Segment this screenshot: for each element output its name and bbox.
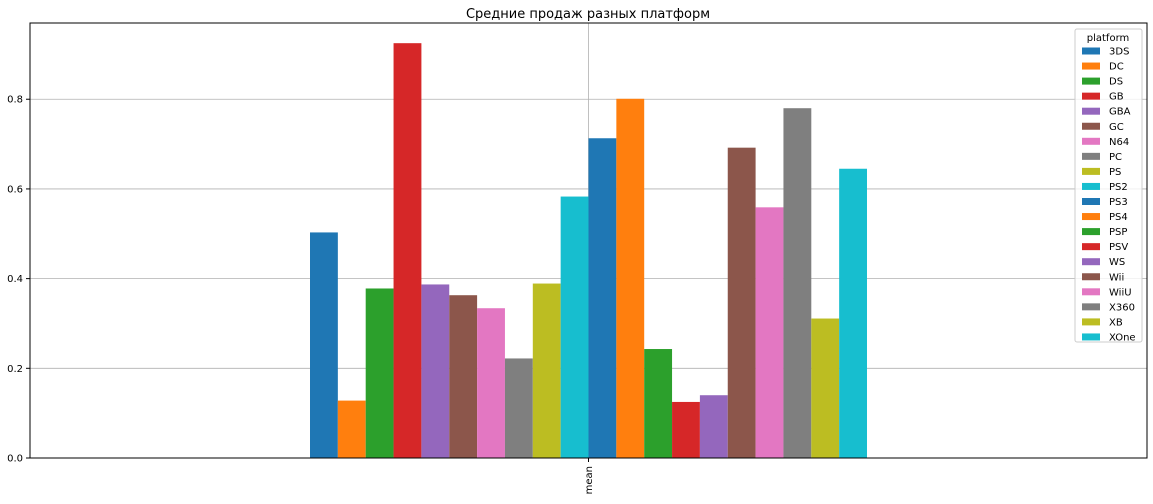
legend-swatch <box>1082 47 1100 55</box>
bar-pc <box>504 358 533 458</box>
legend-swatch <box>1082 333 1100 341</box>
legend-label: PSP <box>1109 227 1127 238</box>
legend-title: platform <box>1087 33 1130 44</box>
bar-wii <box>727 147 756 458</box>
y-tick-label: 0.4 <box>7 274 23 285</box>
y-axis: 0.0 0.2 0.4 0.6 0.8 <box>7 95 30 465</box>
bar-dc <box>337 400 366 458</box>
legend-label: PSV <box>1109 242 1128 253</box>
legend-label: Wii <box>1109 272 1124 283</box>
legend-swatch <box>1082 152 1100 160</box>
bars <box>310 43 867 459</box>
legend-label: PS2 <box>1109 182 1128 193</box>
legend-swatch <box>1082 92 1100 100</box>
bar-3ds <box>310 232 338 458</box>
legend-label: DC <box>1109 62 1124 73</box>
legend-swatch <box>1082 107 1100 115</box>
bar-psp <box>644 349 673 458</box>
legend-label: PS <box>1109 167 1121 178</box>
bar-wiiu <box>755 207 784 458</box>
legend-label: PS4 <box>1109 212 1128 223</box>
legend-label: GB <box>1109 92 1124 103</box>
legend-swatch <box>1082 288 1100 296</box>
bar-ps4 <box>616 98 645 458</box>
bar-x360 <box>783 108 812 459</box>
legend-swatch <box>1082 167 1100 175</box>
y-tick-label: 0.0 <box>7 454 23 465</box>
legend-swatch <box>1082 182 1100 190</box>
legend-swatch <box>1082 273 1100 281</box>
bar-ps2 <box>560 196 589 458</box>
bar-xb <box>811 318 840 458</box>
bar-ps <box>532 283 561 458</box>
legend-label: GBA <box>1109 107 1131 118</box>
bar-gba <box>421 284 450 458</box>
legend-swatch <box>1082 198 1100 205</box>
x-tick-label: mean <box>584 466 595 494</box>
legend-swatch <box>1082 213 1100 221</box>
legend-label: XOne <box>1109 332 1136 343</box>
bar-ws <box>699 395 728 458</box>
bar-ds <box>365 288 394 458</box>
legend-swatch <box>1082 258 1100 266</box>
bar-ps3 <box>588 138 617 459</box>
legend-label: DS <box>1109 77 1123 88</box>
legend-swatch <box>1082 243 1100 251</box>
legend-label: GC <box>1109 122 1124 133</box>
x-axis: mean <box>584 458 595 494</box>
legend-label: WS <box>1109 257 1125 268</box>
bar-psv <box>672 401 700 458</box>
legend-items: 3DS DC DS GB GBA GC N64 PC PS PS2 PS3 PS4 PSP PSV WS Wi… <box>1082 47 1136 343</box>
chart-title: Средние продаж разных платформ <box>466 7 710 22</box>
bar-gc <box>449 295 478 458</box>
legend-label: X360 <box>1109 302 1135 313</box>
legend-swatch <box>1082 318 1100 326</box>
legend-swatch <box>1082 228 1100 236</box>
y-tick-label: 0.6 <box>7 184 23 195</box>
y-tick-label: 0.8 <box>7 95 23 106</box>
legend-swatch <box>1082 62 1100 70</box>
legend-label: XB <box>1109 317 1123 328</box>
legend-label: PC <box>1109 152 1122 163</box>
legend-swatch <box>1082 77 1100 85</box>
legend-label: PS3 <box>1109 197 1128 208</box>
bar-gb <box>393 43 422 458</box>
legend-swatch <box>1082 122 1100 130</box>
legend-label: N64 <box>1109 137 1129 148</box>
legend-label: WiiU <box>1109 287 1132 298</box>
legend: platform 3DS DC DS GB GBA GC N64 PC PS PS2 PS3 PS4 P… <box>1074 28 1143 343</box>
bar-n64 <box>477 308 505 458</box>
legend-label: 3DS <box>1109 47 1129 58</box>
bar-xone <box>839 168 867 458</box>
legend-swatch <box>1082 303 1100 311</box>
y-tick-label: 0.2 <box>7 364 23 375</box>
legend-swatch <box>1082 137 1100 145</box>
